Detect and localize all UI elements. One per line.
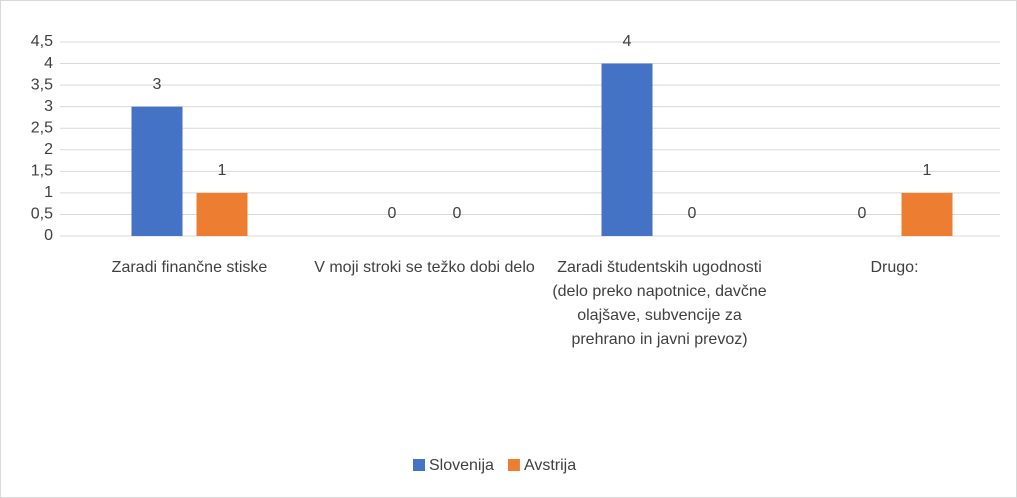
- x-tick-label-line: olajšave, subvencije za: [577, 307, 742, 324]
- x-tick-label-line: Drugo:: [870, 259, 918, 276]
- x-tick-label-line: Zaradi študentskih ugodnosti: [557, 259, 762, 276]
- bar: [196, 192, 248, 236]
- x-tick-label-line: prehrano in javni prevoz): [571, 331, 747, 348]
- value-label: 1: [923, 162, 932, 179]
- x-tick-label-line: V moji stroki se težko dobi delo: [314, 259, 535, 276]
- x-tick-label-line: (delo preko napotnice, davčne: [552, 283, 766, 300]
- value-label: 0: [453, 205, 462, 222]
- x-tick-label-line: Zaradi finančne stiske: [112, 259, 268, 276]
- bar: [901, 192, 953, 236]
- value-label: 1: [218, 162, 227, 179]
- legend-swatch: [413, 459, 425, 471]
- value-label: 0: [858, 205, 867, 222]
- value-label: 3: [153, 76, 162, 93]
- y-tick-label: 4: [44, 55, 53, 72]
- bar: [131, 106, 183, 237]
- x-tick-label: V moji stroki se težko dobi delo: [314, 259, 535, 276]
- y-tick-label: 4,5: [31, 33, 53, 50]
- y-tick-label: 2: [44, 141, 53, 158]
- legend-label: Slovenija: [429, 457, 494, 474]
- x-tick-label: Zaradi študentskih ugodnosti (delo preko …: [552, 259, 766, 348]
- value-label: 4: [623, 33, 632, 50]
- x-tick-label: Drugo:: [870, 259, 918, 276]
- legend-label: Avstrija: [524, 457, 576, 474]
- y-tick-label: 0,5: [31, 206, 53, 223]
- value-label: 0: [688, 205, 697, 222]
- y-tick-label: 0: [44, 227, 53, 244]
- y-tick-label: 3: [44, 98, 53, 115]
- y-tick-label: 3,5: [31, 76, 53, 93]
- bar: [601, 63, 653, 236]
- value-label: 0: [388, 205, 397, 222]
- x-tick-label: Zaradi finančne stiske: [112, 259, 268, 276]
- y-tick-label: 2,5: [31, 119, 53, 136]
- y-tick-label: 1: [44, 184, 53, 201]
- legend-swatch: [507, 459, 520, 471]
- y-tick-label: 1,5: [31, 163, 53, 180]
